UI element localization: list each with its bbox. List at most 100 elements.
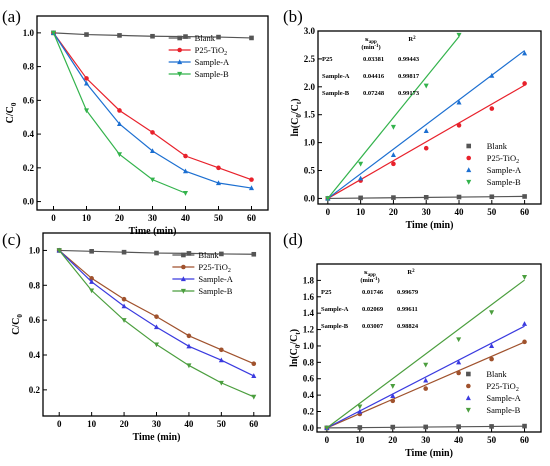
data-point	[390, 398, 396, 404]
table-row-r2: 0.99611	[397, 306, 418, 313]
legend-label: Sample-A	[486, 393, 521, 403]
legend-item: Sample-A	[466, 165, 522, 175]
data-point	[390, 152, 396, 157]
data-point	[50, 30, 57, 36]
data-point	[521, 321, 528, 326]
table-row-label: Sample-A	[322, 73, 350, 80]
data-point	[251, 373, 257, 378]
legend-marker	[466, 179, 472, 185]
data-point	[186, 333, 192, 339]
plot-frame	[316, 263, 542, 433]
data-point	[423, 145, 429, 151]
legend-item: P25-TiO2	[172, 262, 231, 274]
data-point	[154, 250, 159, 256]
y-tick-label: 0.2	[303, 407, 315, 417]
data-point	[423, 386, 429, 391]
legend-marker	[465, 407, 471, 413]
legend-item: P25-TiO2	[168, 45, 227, 57]
series-blank	[51, 30, 254, 41]
panel-label: (a)	[2, 7, 21, 26]
data-point	[358, 195, 363, 201]
y-tick-label: 0.8	[23, 62, 35, 72]
x-tick-label: 50	[214, 213, 224, 223]
data-point	[121, 296, 127, 302]
x-tick-label: 50	[487, 435, 497, 445]
y-tick-label: 1.6	[303, 292, 315, 302]
legend-marker	[466, 383, 471, 389]
data-point	[391, 161, 396, 167]
y-tick-label: 0.0	[23, 197, 35, 207]
x-tick-label: 20	[388, 435, 398, 445]
legend-label: Sample-A	[487, 165, 522, 175]
data-point	[325, 196, 331, 202]
panel-label: (c)	[2, 230, 21, 249]
x-tick-label: 10	[355, 435, 365, 445]
legend-label: Blank	[198, 250, 219, 260]
x-tick-label: 50	[487, 207, 497, 217]
x-axis-title: Time (min)	[406, 220, 454, 231]
y-tick-label: 0.8	[303, 357, 315, 367]
data-point	[219, 347, 224, 353]
data-point	[390, 393, 396, 399]
data-point	[83, 108, 90, 114]
x-tick-label: 30	[152, 419, 162, 429]
legend-label: Sample-A	[195, 57, 230, 67]
data-point	[153, 324, 160, 330]
data-point	[121, 303, 127, 309]
series-sample-b	[325, 32, 462, 202]
data-point	[248, 185, 255, 191]
table-row-k: 0.03007	[362, 323, 384, 330]
legend-label: P25-TiO2	[487, 153, 519, 165]
y-tick-label: 1.0	[304, 138, 316, 148]
data-point	[89, 288, 95, 294]
y-axis-title: ln(C0/Ct)	[290, 98, 303, 136]
data-point	[489, 424, 494, 429]
data-point	[522, 339, 527, 345]
table-row-k: 0.02069	[362, 306, 384, 313]
x-tick-label: 20	[389, 207, 399, 217]
x-axis-title: Time (min)	[405, 448, 453, 459]
data-point	[89, 249, 94, 254]
data-point	[150, 130, 155, 135]
x-tick-label: 0	[51, 213, 56, 223]
data-point	[84, 32, 89, 37]
y-tick-label: 3.0	[304, 26, 316, 36]
x-tick-label: 30	[421, 435, 431, 445]
table-row-r2: 0.99679	[397, 289, 419, 296]
table-row-label: Sample-B	[322, 90, 350, 97]
data-point	[489, 356, 494, 362]
legend-item: P25-TiO2	[466, 153, 519, 165]
y-tick-label: 0.0	[303, 423, 315, 433]
legend-marker	[177, 35, 182, 41]
data-point	[489, 106, 495, 111]
data-point	[391, 195, 396, 200]
table-row-label: Sample-A	[321, 306, 349, 313]
data-point	[390, 424, 396, 430]
data-point	[251, 361, 257, 367]
legend-label: P25-TiO2	[198, 262, 230, 274]
x-tick-label: 60	[520, 435, 530, 445]
y-tick-label: 0.4	[23, 129, 35, 139]
x-tick-label: 40	[455, 207, 465, 217]
data-point	[423, 424, 429, 430]
x-tick-label: 40	[181, 213, 191, 223]
data-point	[456, 370, 461, 376]
x-tick-label: 0	[325, 435, 330, 445]
legend-item: Sample-A	[168, 57, 230, 67]
data-point	[89, 276, 94, 281]
data-point	[182, 168, 189, 174]
data-point	[186, 343, 192, 349]
data-point	[153, 342, 160, 348]
legend-marker	[466, 167, 472, 173]
data-point	[522, 50, 528, 56]
y-tick-label: 1.8	[303, 275, 315, 285]
x-tick-label: 0	[326, 207, 331, 217]
legend-marker	[181, 252, 186, 258]
data-point	[456, 123, 462, 128]
x-tick-label: 40	[184, 419, 194, 429]
data-point	[121, 318, 127, 323]
panel-label: (b)	[283, 7, 303, 26]
y-tick-label: 2.0	[304, 82, 316, 92]
